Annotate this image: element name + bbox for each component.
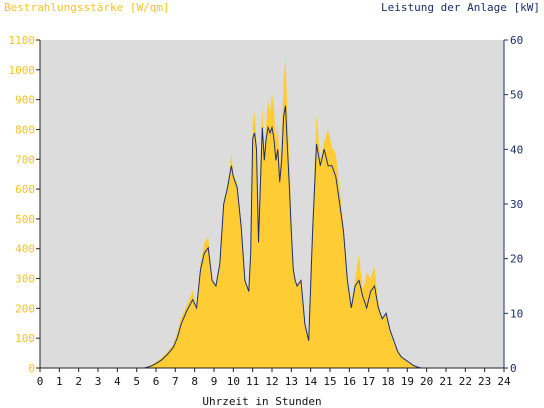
power-line	[40, 105, 504, 369]
y-left-tick-label: 400	[15, 243, 35, 256]
right-axis-title: Leistung der Anlage [kW]	[381, 1, 540, 14]
x-tick-label: 3	[95, 375, 102, 388]
x-tick-label: 1	[56, 375, 63, 388]
x-tick-label: 19	[401, 375, 414, 388]
x-tick-label: 10	[227, 375, 240, 388]
x-tick-label: 20	[420, 375, 433, 388]
x-tick-label: 9	[211, 375, 218, 388]
x-tick-label: 23	[478, 375, 491, 388]
x-tick-label: 22	[459, 375, 472, 388]
x-tick-label: 8	[191, 375, 198, 388]
y-left-tick-label: 1000	[9, 64, 36, 77]
y-right-tick-label: 20	[510, 253, 523, 266]
x-tick-label: 14	[304, 375, 318, 388]
y-right-tick-label: 60	[510, 34, 523, 47]
x-tick-label: 0	[37, 375, 44, 388]
x-tick-label: 13	[285, 375, 298, 388]
x-tick-label: 21	[439, 375, 452, 388]
x-tick-label: 15	[323, 375, 336, 388]
y-left-tick-label: 500	[15, 213, 35, 226]
y-right-tick-label: 30	[510, 198, 523, 211]
y-left-tick-label: 900	[15, 94, 35, 107]
y-left-tick-label: 300	[15, 273, 35, 286]
y-left-tick-label: 600	[15, 183, 35, 196]
y-left-tick-label: 0	[28, 362, 35, 375]
x-tick-label: 16	[343, 375, 356, 388]
x-tick-label: 18	[381, 375, 394, 388]
left-axis-title: Bestrahlungsstärke [W/qm]	[4, 1, 170, 14]
y-right-tick-label: 50	[510, 89, 523, 102]
x-tick-label: 7	[172, 375, 179, 388]
y-left-tick-label: 800	[15, 123, 35, 136]
x-axis-title: Uhrzeit in Stunden	[202, 395, 321, 408]
y-right-tick-label: 10	[510, 307, 523, 320]
y-left-tick-label: 100	[15, 332, 35, 345]
x-tick-label: 17	[362, 375, 375, 388]
x-tick-label: 24	[497, 375, 511, 388]
y-right-tick-label: 0	[510, 362, 517, 375]
x-tick-label: 4	[114, 375, 121, 388]
y-left-tick-label: 1100	[9, 34, 36, 47]
y-right-tick-label: 40	[510, 143, 523, 156]
x-tick-label: 6	[153, 375, 160, 388]
irradiance-area	[40, 54, 504, 369]
x-tick-label: 5	[133, 375, 140, 388]
y-left-tick-label: 700	[15, 153, 35, 166]
x-tick-label: 12	[265, 375, 278, 388]
y-left-tick-label: 200	[15, 302, 35, 315]
x-tick-label: 2	[75, 375, 82, 388]
x-tick-label: 11	[246, 375, 259, 388]
